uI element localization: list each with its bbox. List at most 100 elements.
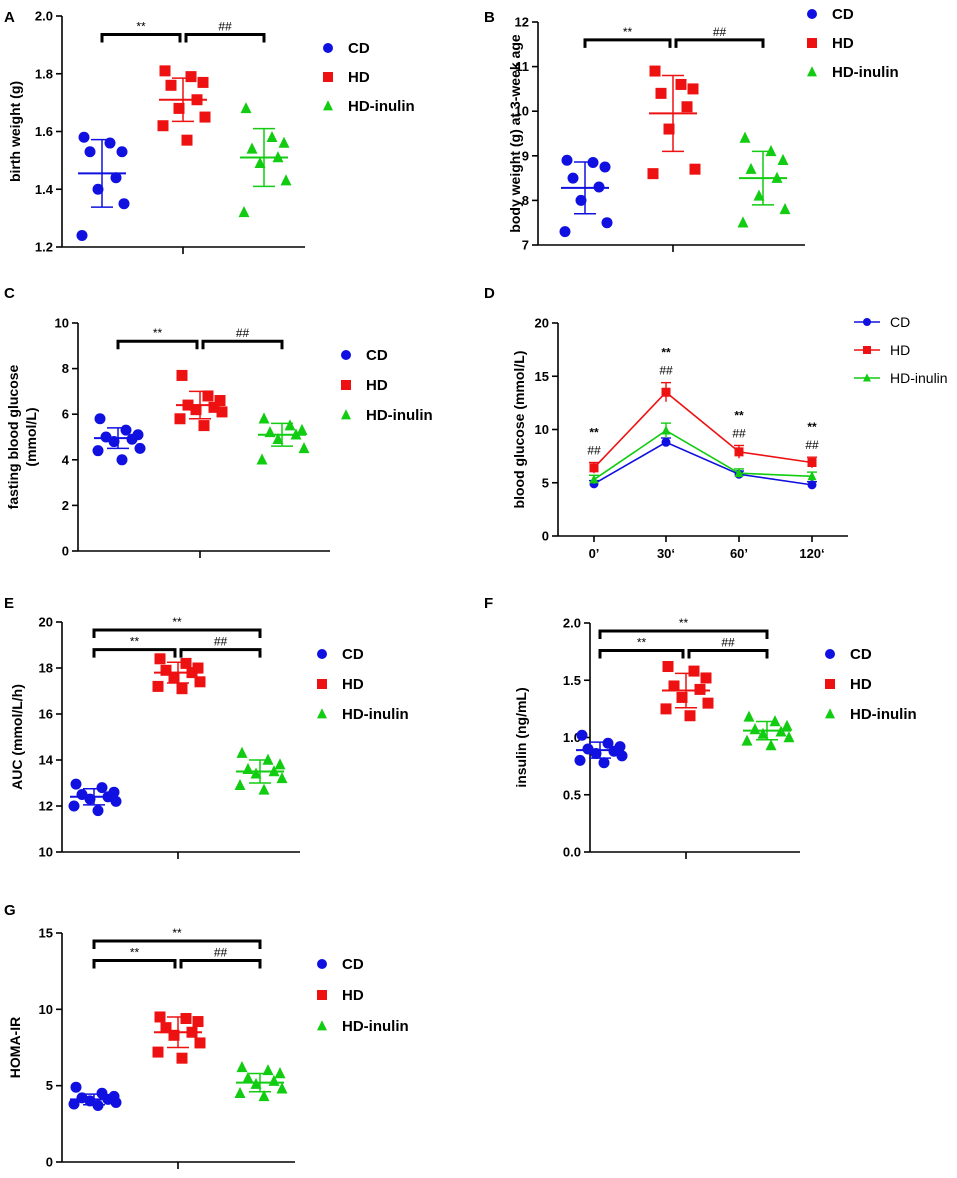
- data-point: [258, 783, 270, 795]
- data-point: [118, 198, 130, 210]
- data-point: [749, 723, 761, 735]
- significance-label: ##: [218, 19, 232, 33]
- data-point: [208, 401, 220, 413]
- legend-label: HD: [832, 35, 854, 52]
- data-point: [110, 795, 122, 807]
- data-point: [757, 727, 769, 739]
- data-point: [234, 778, 246, 791]
- data-point: [700, 672, 712, 684]
- data-point: [561, 154, 573, 166]
- data-point: [663, 123, 675, 135]
- data-point: [68, 1098, 80, 1110]
- y-tick-label: 5: [542, 475, 549, 490]
- data-point: [176, 683, 188, 695]
- data-point: [96, 782, 108, 794]
- y-tick-label: 20: [535, 316, 549, 331]
- data-point: [284, 419, 296, 431]
- significance-bracket: [201, 339, 284, 350]
- y-tick-label: 16: [39, 707, 53, 722]
- significance-bracket: [184, 32, 266, 43]
- significance-bracket: [583, 38, 672, 48]
- significance-bracket: [179, 648, 262, 658]
- data-point: [100, 431, 112, 443]
- data-point: [769, 715, 781, 727]
- data-point: [599, 161, 611, 173]
- legend-marker: [317, 679, 327, 689]
- significance-bracket: [100, 32, 182, 43]
- significance-label: **: [130, 635, 140, 649]
- y-axis-label: insulin (ng/mL): [513, 687, 529, 787]
- data-point: [662, 661, 674, 673]
- panel-letter: C: [4, 285, 15, 302]
- data-point: [254, 156, 266, 169]
- data-point: [675, 78, 687, 90]
- data-point: [94, 413, 106, 425]
- data-point: [216, 406, 228, 418]
- data-point: [256, 453, 268, 465]
- data-point: [176, 1052, 188, 1064]
- data-point: [734, 447, 744, 457]
- legend-marker: [825, 649, 835, 659]
- data-point: [689, 163, 701, 175]
- y-tick-label: 1.8: [35, 66, 53, 81]
- legend-label: HD: [342, 676, 364, 693]
- data-point: [157, 120, 169, 132]
- legend-label: HD-inulin: [348, 98, 415, 115]
- significance-label: **: [661, 346, 671, 360]
- data-point: [194, 1037, 206, 1049]
- data-point: [598, 757, 610, 769]
- legend-label: HD: [348, 69, 370, 86]
- significance-label: **: [153, 326, 163, 340]
- data-point: [250, 767, 262, 779]
- y-tick-label: 18: [39, 661, 53, 676]
- y-tick-label: 0.5: [563, 787, 581, 802]
- panel-letter: A: [4, 9, 15, 26]
- data-point: [765, 739, 777, 751]
- data-point: [702, 697, 714, 709]
- data-point: [616, 750, 628, 762]
- legend-marker: [863, 346, 871, 354]
- data-point: [258, 412, 270, 424]
- significance-label: **: [807, 420, 817, 434]
- data-point: [92, 183, 104, 195]
- data-point: [668, 680, 680, 692]
- significance-bracket: [92, 939, 262, 950]
- data-point: [807, 458, 817, 468]
- y-tick-label: 0: [46, 1155, 53, 1170]
- data-point: [192, 1016, 204, 1028]
- data-point: [262, 1064, 274, 1076]
- data-point: [684, 710, 696, 722]
- data-point: [110, 172, 122, 184]
- data-point: [180, 657, 192, 669]
- y-axis-label: fasting blood glucose: [5, 364, 21, 509]
- legend-marker: [825, 679, 835, 689]
- significance-label: **: [679, 616, 689, 630]
- significance-label: ##: [732, 426, 746, 440]
- data-point: [576, 729, 588, 741]
- data-point: [197, 76, 209, 88]
- y-tick-label: 2.0: [35, 9, 53, 24]
- y-axis-label: HOMA-IR: [7, 1017, 23, 1078]
- significance-label: **: [136, 19, 146, 33]
- panel-d: D 0 5 10 15 20 blood glucose (mmol/L) CD HD HD-in…: [484, 285, 948, 561]
- significance-label: **: [734, 408, 744, 422]
- data-point: [168, 1029, 180, 1041]
- significance-bracket: [598, 648, 685, 659]
- y-tick-label: 4: [62, 452, 70, 467]
- y-tick-label: 0: [62, 544, 69, 559]
- data-point: [258, 1090, 270, 1102]
- data-point: [781, 719, 793, 731]
- y-axis-label: (mmol/L): [23, 407, 39, 466]
- data-point: [173, 102, 185, 114]
- legend-label: CD: [832, 6, 854, 23]
- data-point: [181, 134, 193, 146]
- significance-bracket: [92, 628, 262, 639]
- panel-b: B 7 8 9 10 11 12 body weight (g) at 3-week age C…: [484, 6, 899, 253]
- data-point: [120, 424, 132, 436]
- data-point: [276, 772, 288, 784]
- data-point: [745, 162, 757, 174]
- legend-label: CD: [342, 956, 364, 973]
- data-point: [681, 101, 693, 113]
- panel-letter: F: [484, 595, 493, 612]
- x-tick-label: 60’: [730, 546, 748, 561]
